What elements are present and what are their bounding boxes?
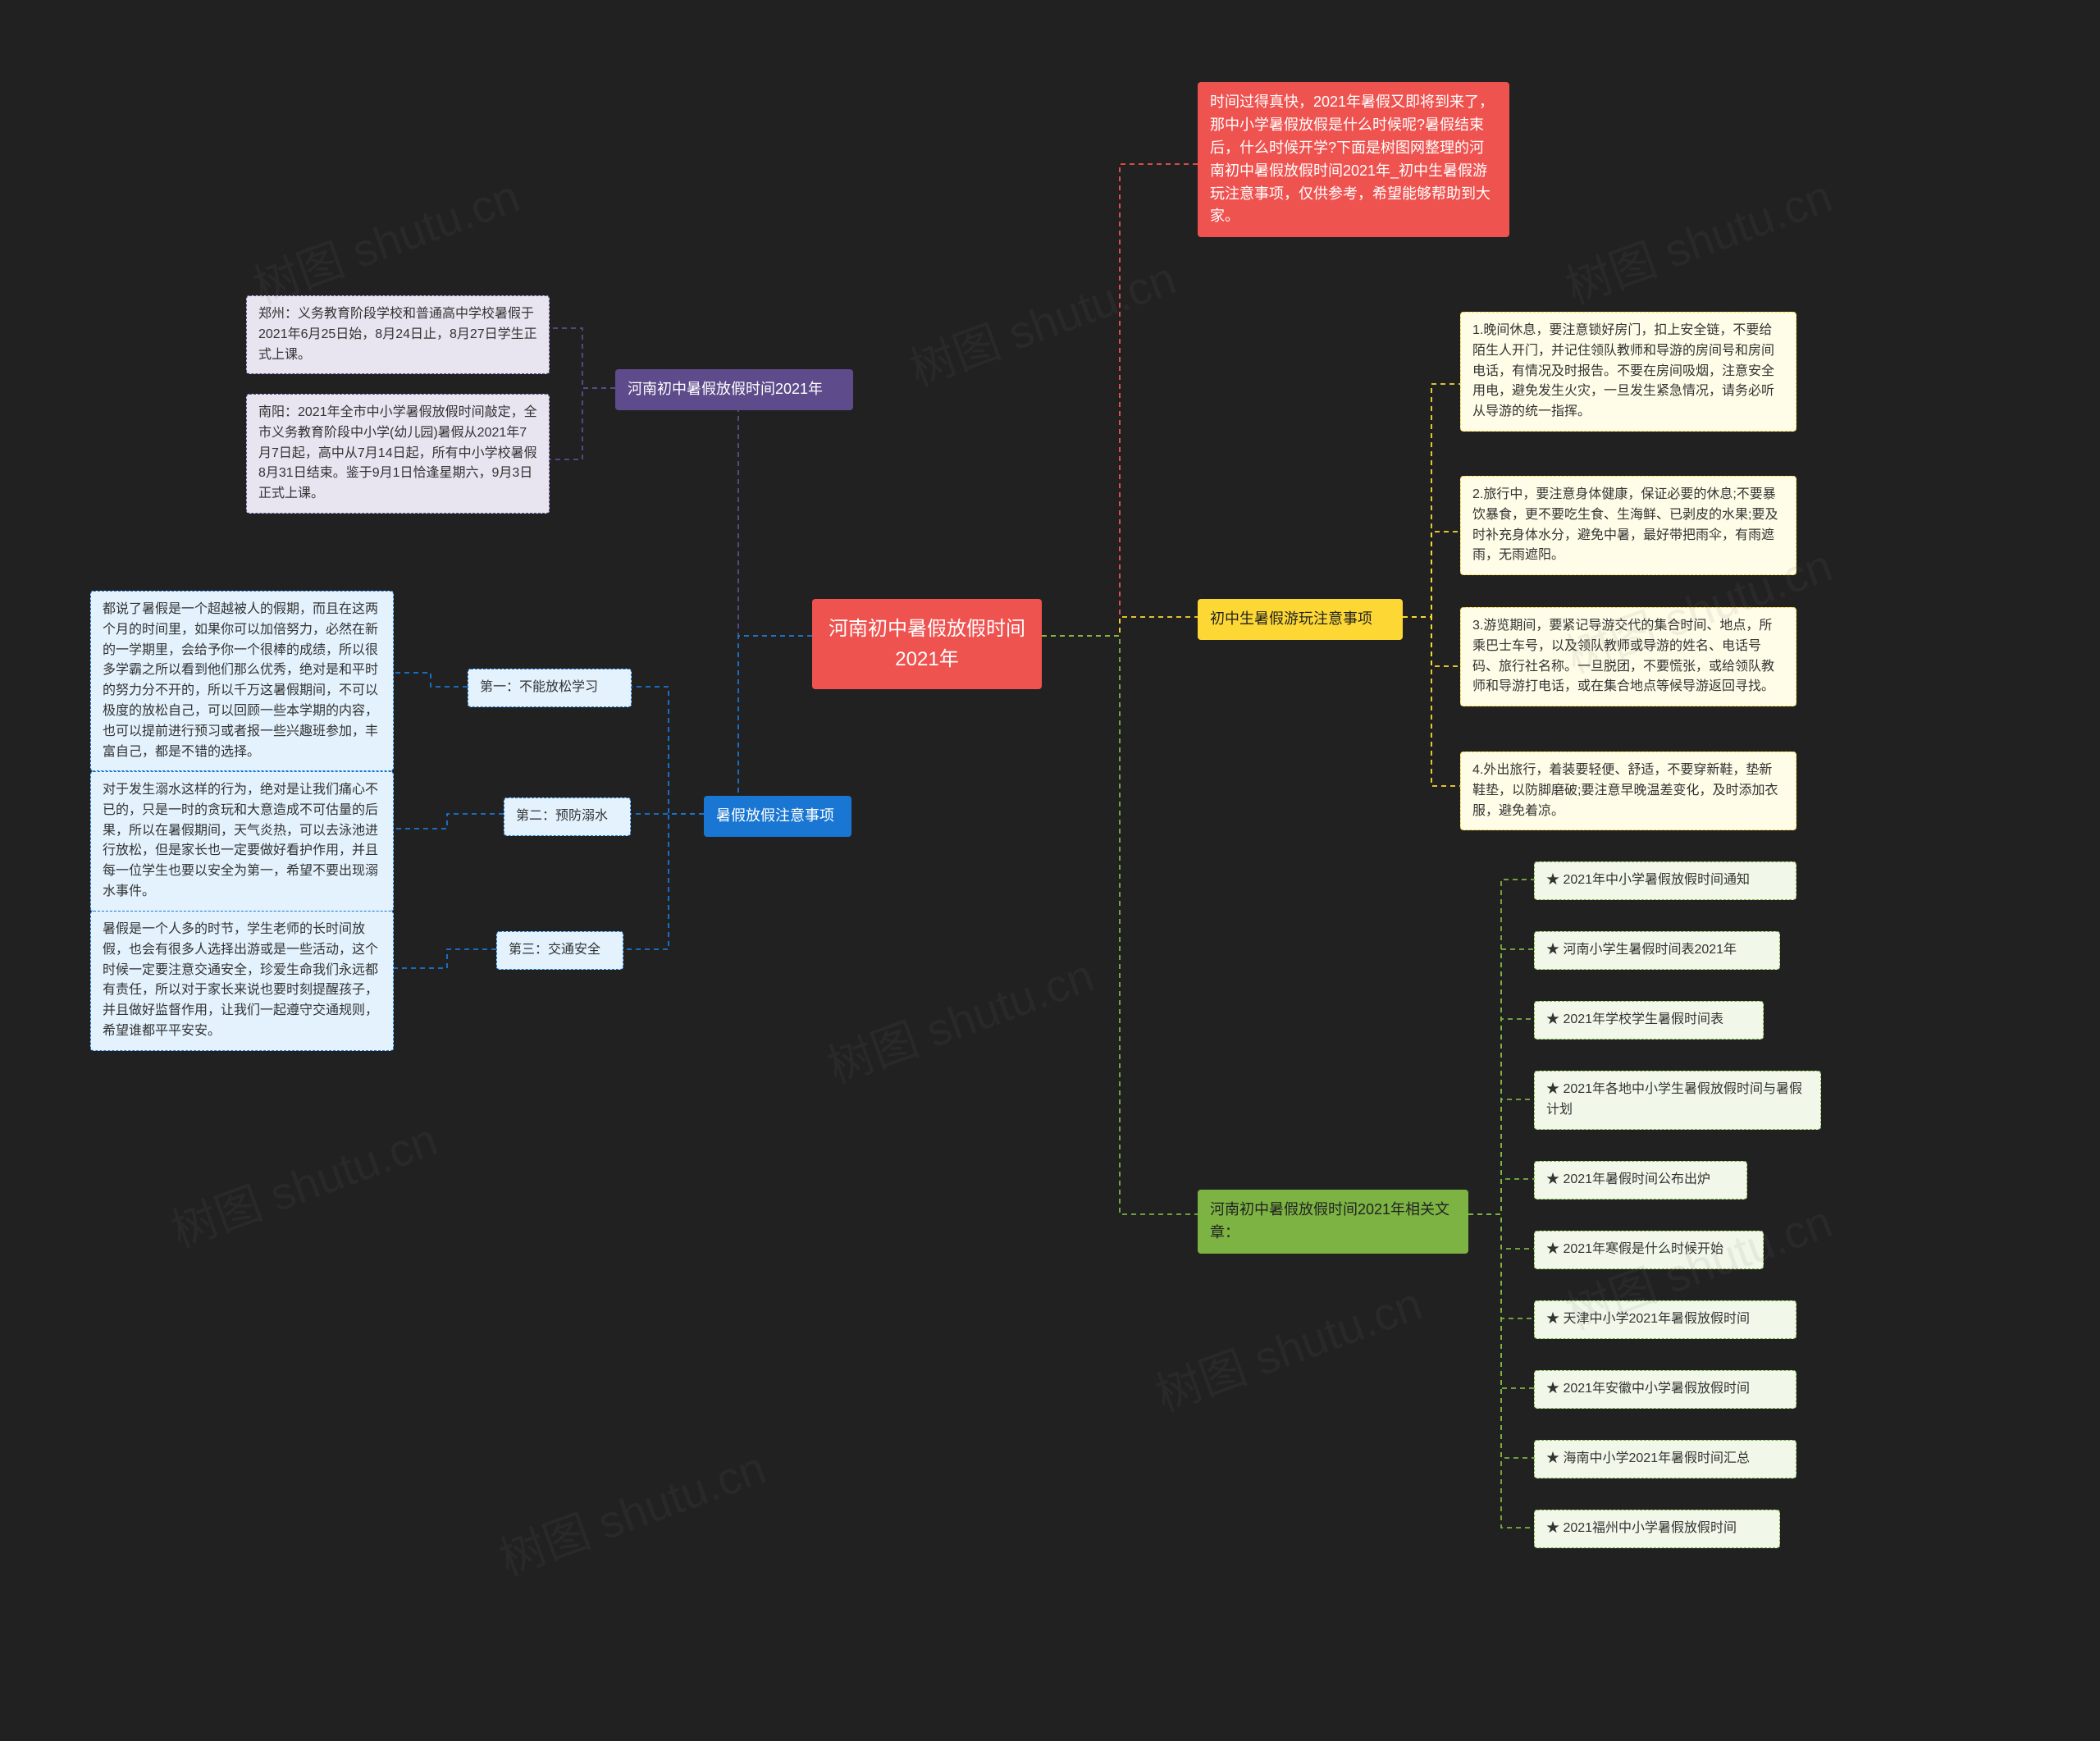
mindmap-node-b3c3: 3.游览期间，要紧记导游交代的集合时间、地点，所乘巴士车号，以及领队教师或导游的… xyxy=(1460,607,1796,706)
watermark: 树图 shutu.cn xyxy=(489,1431,774,1588)
watermark: 树图 shutu.cn xyxy=(161,1103,445,1260)
mindmap-node-b4c6: ★ 2021年寒假是什么时候开始 xyxy=(1534,1231,1764,1269)
watermark: 树图 shutu.cn xyxy=(243,159,527,317)
mindmap-node-b4: 河南初中暑假放假时间2021年相关文章： xyxy=(1198,1190,1468,1254)
mindmap-node-b3c2: 2.旅行中，要注意身体健康，保证必要的休息;不要暴饮暴食，更不要吃生食、生海鲜、… xyxy=(1460,476,1796,575)
mindmap-node-intro: 时间过得真快，2021年暑假又即将到来了，那中小学暑假放假是什么时候呢?暑假结束… xyxy=(1198,82,1509,237)
mindmap-node-b2s3: 第三：交通安全 xyxy=(496,931,623,970)
mindmap-node-b3: 初中生暑假游玩注意事项 xyxy=(1198,599,1403,640)
central-topic: 河南初中暑假放假时间2021年 xyxy=(812,599,1042,689)
watermark: 树图 shutu.cn xyxy=(899,241,1184,399)
mindmap-node-b1c2: 南阳：2021年全市中小学暑假放假时间敲定，全市义务教育阶段中小学(幼儿园)暑假… xyxy=(246,394,550,514)
mindmap-node-b4c10: ★ 2021福州中小学暑假放假时间 xyxy=(1534,1510,1780,1548)
mindmap-node-b4c4: ★ 2021年各地中小学生暑假放假时间与暑假计划 xyxy=(1534,1071,1821,1130)
watermark: 树图 shutu.cn xyxy=(1145,1267,1430,1424)
mindmap-node-b1c1: 郑州：义务教育阶段学校和普通高中学校暑假于2021年6月25日始，8月24日止，… xyxy=(246,295,550,374)
mindmap-node-b4c8: ★ 2021年安徽中小学暑假放假时间 xyxy=(1534,1370,1796,1409)
mindmap-node-b4c1: ★ 2021年中小学暑假放假时间通知 xyxy=(1534,861,1796,900)
mindmap-node-b4c2: ★ 河南小学生暑假时间表2021年 xyxy=(1534,931,1780,970)
mindmap-node-b2s1: 第一：不能放松学习 xyxy=(468,669,632,707)
watermark: 树图 shutu.cn xyxy=(817,939,1102,1096)
mindmap-node-b2: 暑假放假注意事项 xyxy=(704,796,851,837)
mindmap-node-b4c3: ★ 2021年学校学生暑假时间表 xyxy=(1534,1001,1764,1040)
mindmap-node-b2s2: 第二：预防溺水 xyxy=(504,797,631,836)
watermark: 树图 shutu.cn xyxy=(1555,159,1840,317)
mindmap-node-b2s3d: 暑假是一个人多的时节，学生老师的长时间放假，也会有很多人选择出游或是一些活动，这… xyxy=(90,911,394,1051)
mindmap-node-b2s2d: 对于发生溺水这样的行为，绝对是让我们痛心不已的，只是一时的贪玩和大意造成不可估量… xyxy=(90,771,394,912)
mindmap-node-b3c4: 4.外出旅行，着装要轻便、舒适，不要穿新鞋，垫新鞋垫，以防脚磨破;要注意早晚温差… xyxy=(1460,752,1796,830)
mindmap-node-b4c5: ★ 2021年暑假时间公布出炉 xyxy=(1534,1161,1747,1200)
mindmap-node-b1: 河南初中暑假放假时间2021年 xyxy=(615,369,853,410)
mindmap-node-b2s1d: 都说了暑假是一个超越被人的假期，而且在这两个月的时间里，如果你可以加倍努力，必然… xyxy=(90,591,394,771)
mindmap-node-b4c7: ★ 天津中小学2021年暑假放假时间 xyxy=(1534,1300,1796,1339)
mindmap-node-b3c1: 1.晚间休息，要注意锁好房门，扣上安全链，不要给陌生人开门，并记住领队教师和导游… xyxy=(1460,312,1796,432)
mindmap-node-b4c9: ★ 海南中小学2021年暑假时间汇总 xyxy=(1534,1440,1796,1478)
